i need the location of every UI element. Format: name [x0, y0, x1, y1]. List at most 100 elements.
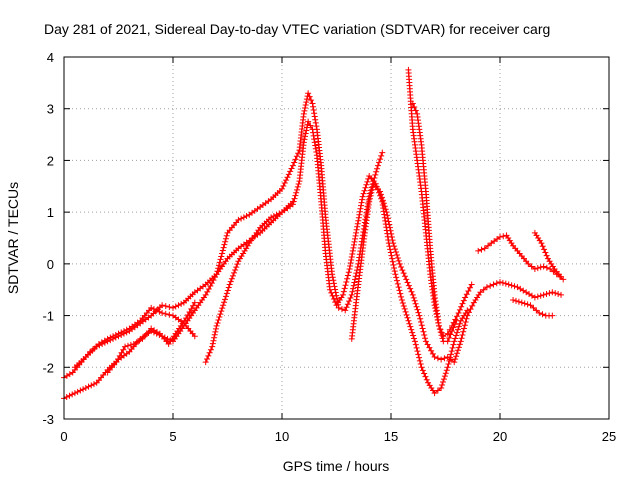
data-point	[206, 349, 213, 356]
data-point	[273, 211, 280, 218]
data-point	[220, 302, 227, 309]
data-point	[302, 104, 309, 111]
data-point	[219, 305, 226, 312]
data-point	[539, 243, 546, 250]
data-point	[452, 335, 459, 342]
data-point	[222, 238, 229, 245]
data-point	[555, 291, 562, 298]
data-point	[367, 192, 374, 199]
data-point	[512, 297, 519, 304]
data-point	[409, 329, 416, 336]
data-point	[162, 310, 169, 317]
data-point	[409, 100, 416, 107]
data-point	[308, 97, 315, 104]
data-point	[450, 324, 457, 331]
x-tick-label: 0	[60, 429, 67, 444]
data-point	[175, 302, 182, 309]
data-point	[458, 335, 465, 342]
data-point	[211, 334, 218, 341]
data-point	[395, 284, 402, 291]
data-point	[447, 351, 454, 358]
data-point	[401, 273, 408, 280]
data-series	[61, 66, 567, 402]
data-point	[205, 352, 212, 359]
data-point	[461, 322, 468, 329]
data-point	[358, 202, 365, 209]
data-point	[338, 306, 345, 313]
data-point	[341, 285, 348, 292]
data-point	[204, 356, 211, 363]
data-point	[459, 331, 466, 338]
data-point	[178, 300, 185, 307]
data-point	[392, 249, 399, 256]
data-point	[398, 297, 405, 304]
data-point	[446, 334, 453, 341]
data-point	[80, 386, 87, 393]
data-point	[455, 344, 462, 351]
data-point	[123, 329, 130, 336]
data-point	[311, 139, 318, 146]
data-point	[543, 291, 550, 298]
data-point	[306, 93, 313, 100]
data-point	[290, 198, 297, 205]
data-point	[431, 353, 438, 360]
data-point	[205, 285, 212, 292]
data-point	[311, 113, 318, 120]
data-point	[441, 355, 448, 362]
data-point	[390, 240, 397, 247]
data-point	[391, 264, 398, 271]
data-point	[332, 299, 339, 306]
data-point	[63, 394, 70, 401]
data-point	[438, 332, 445, 339]
data-point	[82, 384, 89, 391]
data-point	[303, 124, 310, 131]
data-point	[366, 198, 373, 205]
data-point	[527, 302, 534, 309]
data-point	[490, 281, 497, 288]
data-point	[287, 168, 294, 175]
data-point	[404, 279, 411, 286]
data-point	[355, 217, 362, 224]
data-point	[115, 356, 122, 363]
data-point	[112, 334, 119, 341]
data-point	[356, 208, 363, 215]
data-point	[415, 351, 422, 358]
data-point	[222, 296, 229, 303]
data-point	[268, 214, 275, 221]
data-point	[350, 282, 357, 289]
data-point	[487, 282, 494, 289]
axis-ticks	[63, 56, 610, 420]
series-track-9	[510, 297, 556, 319]
data-point	[307, 122, 314, 129]
data-point	[457, 338, 464, 345]
data-point	[536, 309, 543, 316]
data-point	[233, 264, 240, 271]
data-point	[454, 326, 461, 333]
data-point	[440, 376, 447, 383]
data-point	[417, 315, 424, 322]
data-point	[217, 311, 224, 318]
data-point	[428, 347, 435, 354]
data-point	[416, 312, 423, 319]
data-point	[309, 126, 316, 133]
data-point	[360, 190, 367, 197]
data-point	[351, 279, 358, 286]
data-point	[224, 287, 231, 294]
data-point	[340, 291, 347, 298]
data-point	[295, 150, 302, 157]
data-point	[292, 192, 299, 199]
grid-lines	[64, 57, 609, 419]
data-point	[411, 103, 418, 110]
data-point	[422, 338, 429, 345]
data-point	[540, 263, 547, 270]
series-track-11	[104, 299, 198, 376]
data-point	[349, 250, 356, 257]
data-point	[454, 350, 461, 357]
data-point	[383, 209, 390, 216]
data-point	[431, 390, 438, 397]
data-point	[401, 305, 408, 312]
data-point	[392, 271, 399, 278]
data-point	[510, 297, 517, 304]
data-point	[222, 293, 229, 300]
data-point	[454, 347, 461, 354]
